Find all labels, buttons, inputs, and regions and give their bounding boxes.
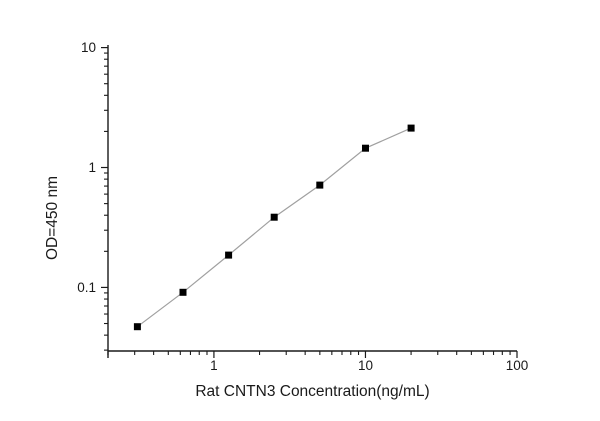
data-point-marker — [133, 323, 141, 331]
x-tick-label: 10 — [358, 358, 373, 373]
data-point-marker — [179, 288, 187, 296]
series-line — [137, 127, 412, 328]
data-point-marker — [225, 251, 233, 259]
data-point-marker — [270, 213, 278, 221]
y-tick-label: 1 — [88, 160, 96, 175]
x-tick-label: 100 — [506, 358, 529, 373]
x-axis-title: Rat CNTN3 Concentration(ng/mL) — [195, 383, 429, 400]
axes: 1 10 100 10 1 0.1 — [77, 40, 528, 373]
data-point-marker — [362, 144, 369, 152]
x-tick-label: 1 — [210, 358, 218, 373]
y-axis-title: OD=450 nm — [44, 176, 61, 260]
y-tick-label: 0.1 — [77, 280, 96, 295]
data-point-marker — [407, 124, 415, 132]
data-series — [133, 124, 415, 331]
y-tick-label: 10 — [81, 40, 96, 55]
data-point-marker — [316, 181, 324, 189]
